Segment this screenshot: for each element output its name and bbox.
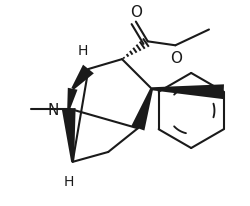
Text: O: O	[170, 51, 182, 66]
Polygon shape	[131, 88, 153, 131]
Text: N: N	[47, 103, 58, 118]
Polygon shape	[62, 108, 76, 162]
Polygon shape	[67, 88, 78, 109]
Text: O: O	[130, 5, 142, 20]
Text: H: H	[77, 44, 88, 58]
Polygon shape	[152, 84, 224, 99]
Polygon shape	[72, 65, 94, 90]
Text: H: H	[64, 175, 74, 189]
